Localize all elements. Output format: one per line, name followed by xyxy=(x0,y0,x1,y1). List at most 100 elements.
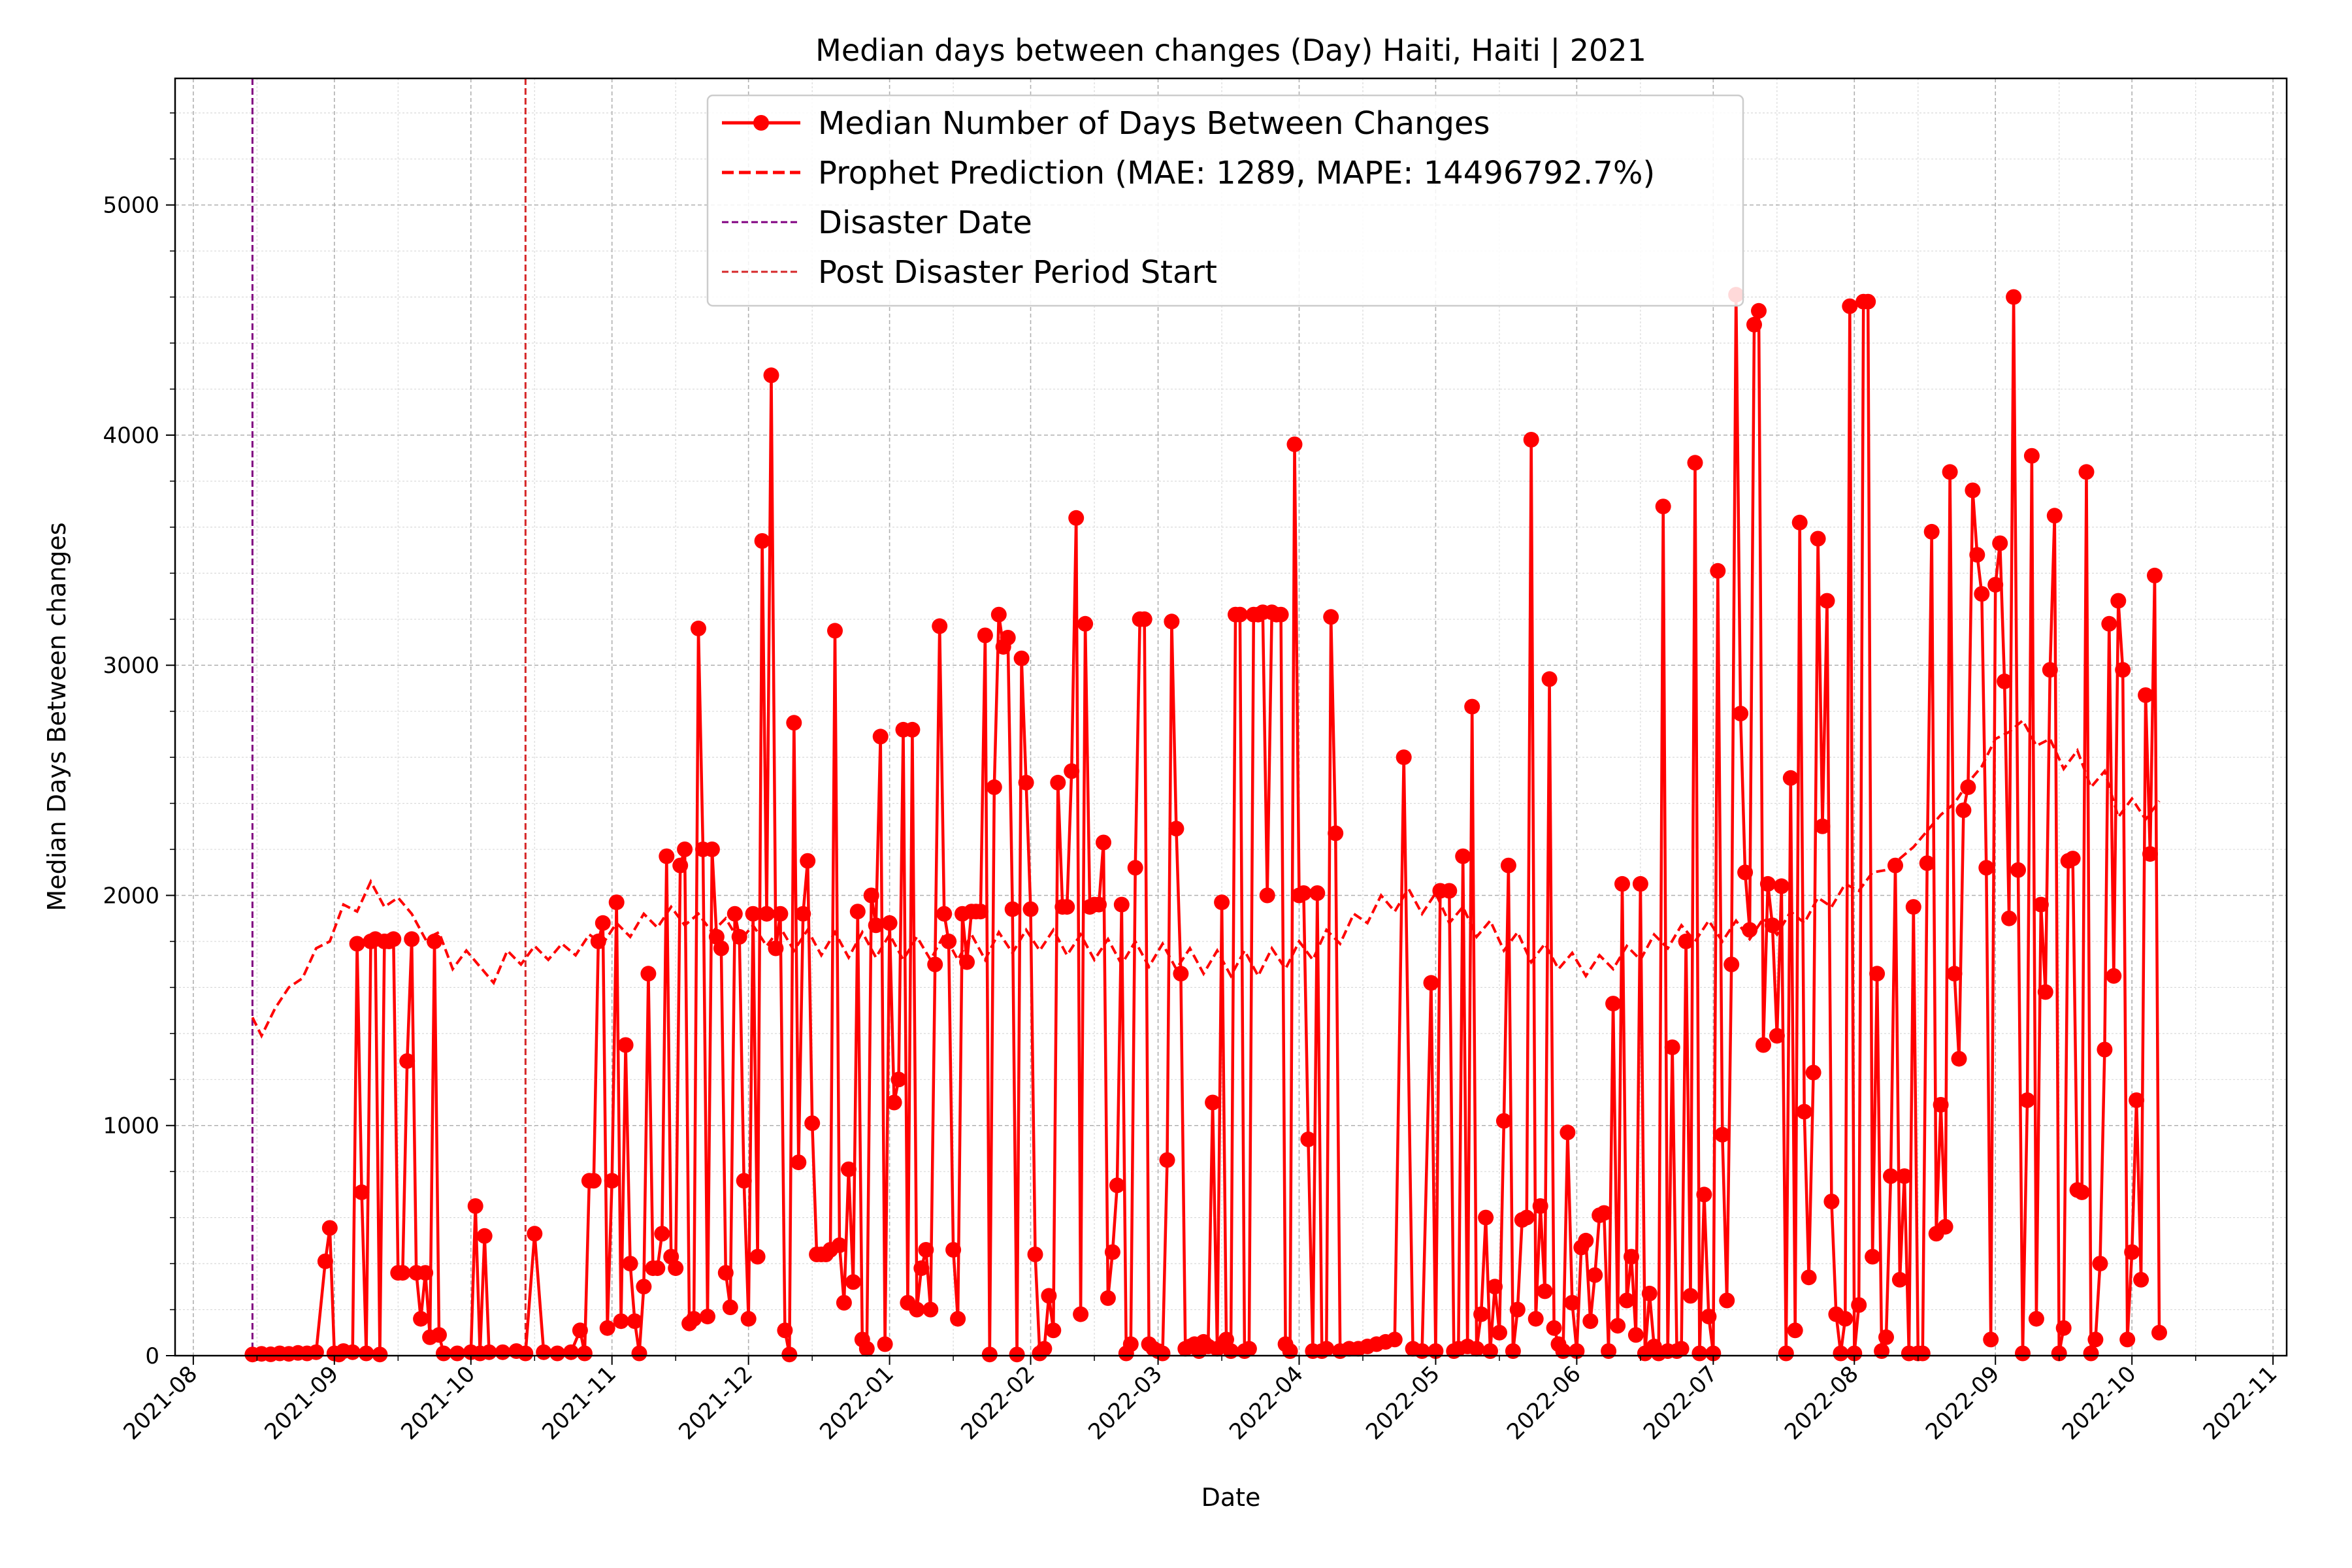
data-point xyxy=(1723,956,1740,973)
data-point xyxy=(1933,1097,1949,1113)
data-point xyxy=(1796,1103,1812,1120)
data-point xyxy=(1464,698,1480,715)
data-point xyxy=(1896,1168,1912,1184)
data-point xyxy=(1960,779,1976,795)
data-point xyxy=(1764,917,1780,934)
data-point xyxy=(1492,1324,1507,1341)
data-point xyxy=(1532,1198,1548,1214)
plot-frame xyxy=(174,77,2288,1357)
data-point xyxy=(1756,1037,1771,1053)
data-point xyxy=(2037,984,2053,1000)
data-point xyxy=(2010,862,2026,878)
data-point xyxy=(781,1347,798,1363)
legend-entry-disaster: Disaster Date xyxy=(818,204,1032,241)
data-point xyxy=(1309,885,1326,901)
data-point xyxy=(736,1173,752,1189)
data-point xyxy=(1487,1279,1503,1295)
data-point xyxy=(754,533,770,549)
data-point xyxy=(349,936,365,952)
data-point xyxy=(604,1173,620,1189)
data-point xyxy=(731,928,747,945)
data-point xyxy=(1887,857,1903,874)
data-point xyxy=(2147,567,2163,583)
data-point xyxy=(1782,770,1799,786)
y-axis-ticks: 0 1000 2000 3000 4000 5000 xyxy=(103,112,175,1369)
data-point xyxy=(1259,887,1275,904)
data-point xyxy=(617,1037,634,1053)
data-point xyxy=(1705,1345,1722,1362)
data-point xyxy=(1500,857,1516,874)
data-point xyxy=(1113,896,1130,913)
data-point xyxy=(1505,1343,1521,1359)
data-point xyxy=(1537,1283,1553,1299)
data-point xyxy=(800,853,816,869)
data-point xyxy=(640,966,657,982)
data-point xyxy=(2097,1041,2113,1058)
data-point xyxy=(595,915,611,931)
data-point xyxy=(1655,498,1671,515)
data-point xyxy=(1624,1249,1639,1265)
data-point xyxy=(959,954,975,970)
x-axis-label: Date xyxy=(1201,1483,1261,1512)
data-point xyxy=(1214,894,1230,911)
legend-entry-prediction: Prophet Prediction (MAE: 1289, MAPE: 144… xyxy=(818,155,1655,191)
data-point xyxy=(627,1313,643,1330)
data-point xyxy=(795,906,811,922)
data-point xyxy=(1473,1306,1490,1322)
data-point xyxy=(1022,901,1039,917)
data-point xyxy=(1942,464,1958,480)
y-tick-label: 0 xyxy=(145,1343,159,1369)
data-point xyxy=(527,1226,543,1242)
data-point xyxy=(909,1301,925,1318)
data-point xyxy=(1678,933,1694,949)
data-point xyxy=(399,1053,416,1070)
data-point xyxy=(1518,1209,1535,1226)
data-point xyxy=(1801,1269,1817,1286)
data-point xyxy=(344,1344,361,1360)
legend-entry-post: Post Disaster Period Start xyxy=(818,254,1217,291)
data-point xyxy=(840,1161,857,1177)
data-point xyxy=(1013,650,1030,666)
data-point xyxy=(904,721,921,738)
data-point xyxy=(2119,1331,2136,1348)
data-point xyxy=(872,728,889,745)
data-point xyxy=(1874,1343,1890,1359)
data-point xyxy=(990,606,1007,623)
chart-title: Median days between changes (Day) Haiti,… xyxy=(815,33,1646,69)
data-point xyxy=(2033,896,2049,913)
data-point xyxy=(1737,864,1754,881)
data-point xyxy=(1919,855,1935,872)
data-point xyxy=(2101,615,2117,632)
data-point xyxy=(321,1220,338,1236)
data-point xyxy=(1846,1345,1863,1362)
data-point xyxy=(1664,1039,1680,1055)
y-axis-label: Median Days Between changes xyxy=(42,522,71,911)
data-point xyxy=(1273,606,1289,623)
data-point xyxy=(1509,1301,1526,1318)
data-point xyxy=(945,1242,962,1258)
legend-entry-series: Median Number of Days Between Changes xyxy=(818,105,1490,142)
data-point xyxy=(913,1260,930,1277)
data-point xyxy=(1555,1343,1571,1359)
data-point xyxy=(1073,1306,1089,1322)
data-point xyxy=(1205,1094,1221,1111)
data-point xyxy=(1714,1126,1731,1143)
data-point xyxy=(1587,1267,1603,1283)
data-point xyxy=(923,1301,939,1318)
data-point xyxy=(476,1228,493,1244)
data-point xyxy=(1127,860,1143,876)
data-point xyxy=(1778,1345,1794,1362)
data-point xyxy=(691,620,706,636)
data-point xyxy=(977,627,993,644)
data-point xyxy=(1965,482,1981,498)
data-point xyxy=(1946,966,1963,982)
legend-swatch-marker xyxy=(753,115,769,131)
data-point xyxy=(1004,901,1021,917)
data-point xyxy=(1164,613,1180,630)
reference-lines xyxy=(251,78,527,1356)
data-point xyxy=(404,931,420,947)
data-point xyxy=(2083,1345,2099,1362)
data-point xyxy=(1687,455,1703,471)
data-point xyxy=(1710,563,1726,579)
